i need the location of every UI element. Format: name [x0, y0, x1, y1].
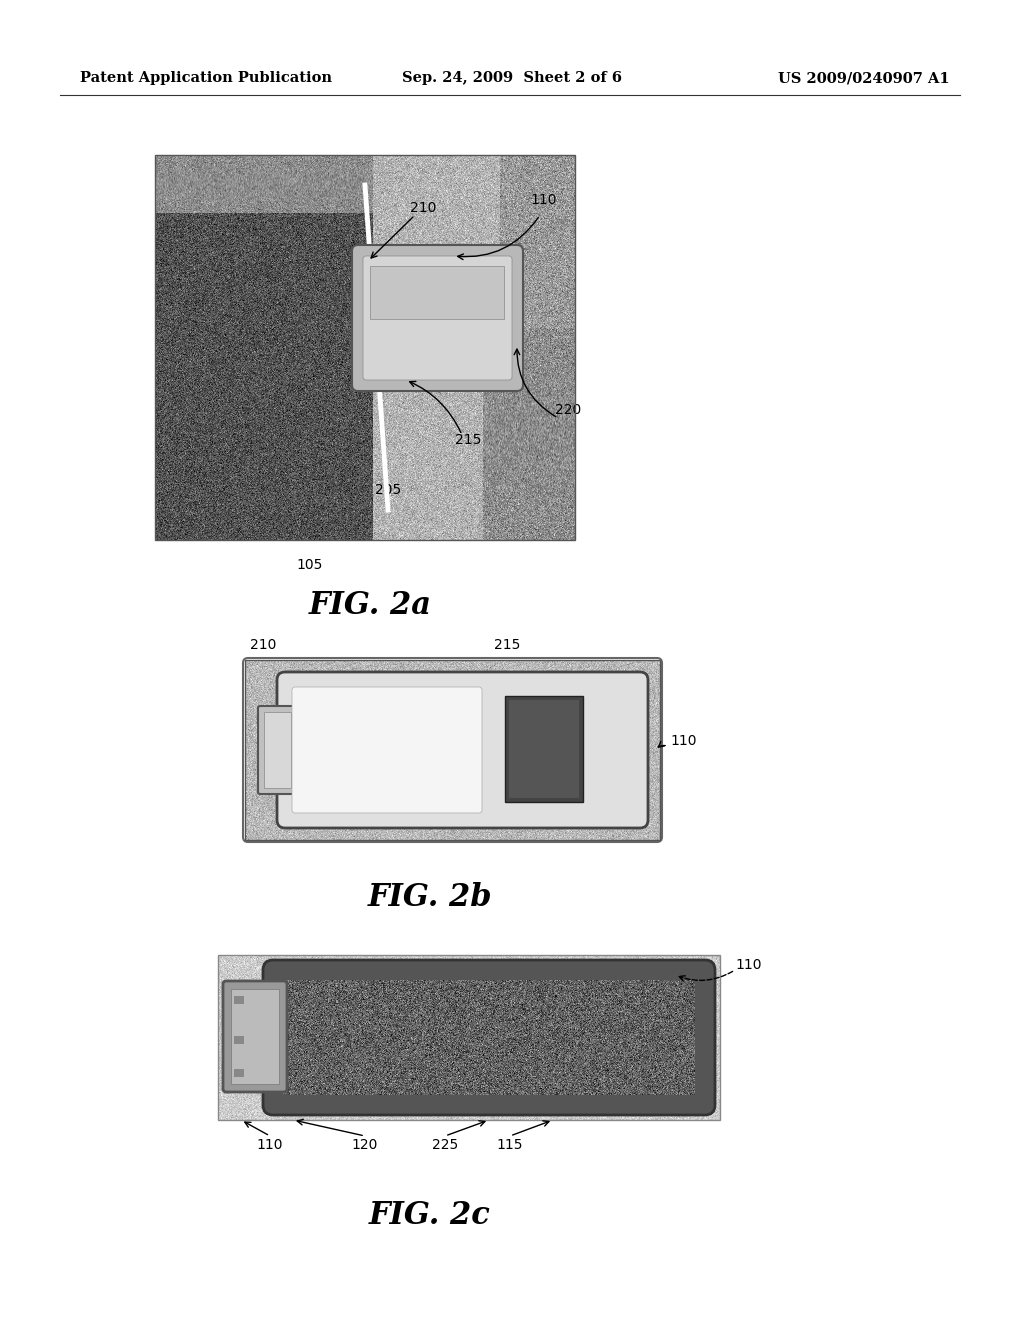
Text: 215: 215 — [494, 638, 520, 652]
Text: FIG. 2c: FIG. 2c — [369, 1200, 490, 1232]
FancyBboxPatch shape — [223, 981, 287, 1092]
FancyBboxPatch shape — [352, 246, 523, 391]
Text: 210: 210 — [250, 638, 276, 652]
Text: FIG. 2a: FIG. 2a — [308, 590, 431, 620]
Text: 215: 215 — [455, 433, 481, 447]
Text: 105: 105 — [297, 558, 324, 572]
Text: 205: 205 — [375, 483, 401, 498]
FancyBboxPatch shape — [263, 960, 715, 1115]
Bar — [509, 700, 579, 799]
Text: 225: 225 — [432, 1138, 458, 1152]
Bar — [245, 660, 660, 840]
FancyBboxPatch shape — [292, 686, 482, 813]
Text: 110: 110 — [257, 1138, 284, 1152]
Text: 210: 210 — [410, 201, 436, 215]
Bar — [370, 267, 504, 319]
Text: 110: 110 — [735, 958, 762, 972]
Text: Patent Application Publication: Patent Application Publication — [80, 71, 332, 84]
Text: FIG. 2b: FIG. 2b — [368, 882, 493, 913]
Text: 220: 220 — [555, 403, 582, 417]
Text: US 2009/0240907 A1: US 2009/0240907 A1 — [778, 71, 950, 84]
Bar — [155, 154, 575, 540]
Text: 115: 115 — [497, 1138, 523, 1152]
FancyBboxPatch shape — [258, 706, 297, 795]
FancyBboxPatch shape — [362, 256, 512, 380]
Bar — [505, 696, 583, 803]
FancyBboxPatch shape — [278, 672, 648, 828]
Text: 110: 110 — [670, 734, 696, 748]
Text: 120: 120 — [352, 1138, 378, 1152]
Bar — [264, 711, 291, 788]
Bar — [234, 1036, 244, 1044]
Bar — [234, 1069, 244, 1077]
Bar — [231, 989, 279, 1084]
Bar — [218, 954, 720, 1119]
Text: 110: 110 — [530, 193, 556, 207]
Bar — [155, 154, 575, 540]
Text: Sep. 24, 2009  Sheet 2 of 6: Sep. 24, 2009 Sheet 2 of 6 — [402, 71, 622, 84]
Bar — [234, 997, 244, 1005]
